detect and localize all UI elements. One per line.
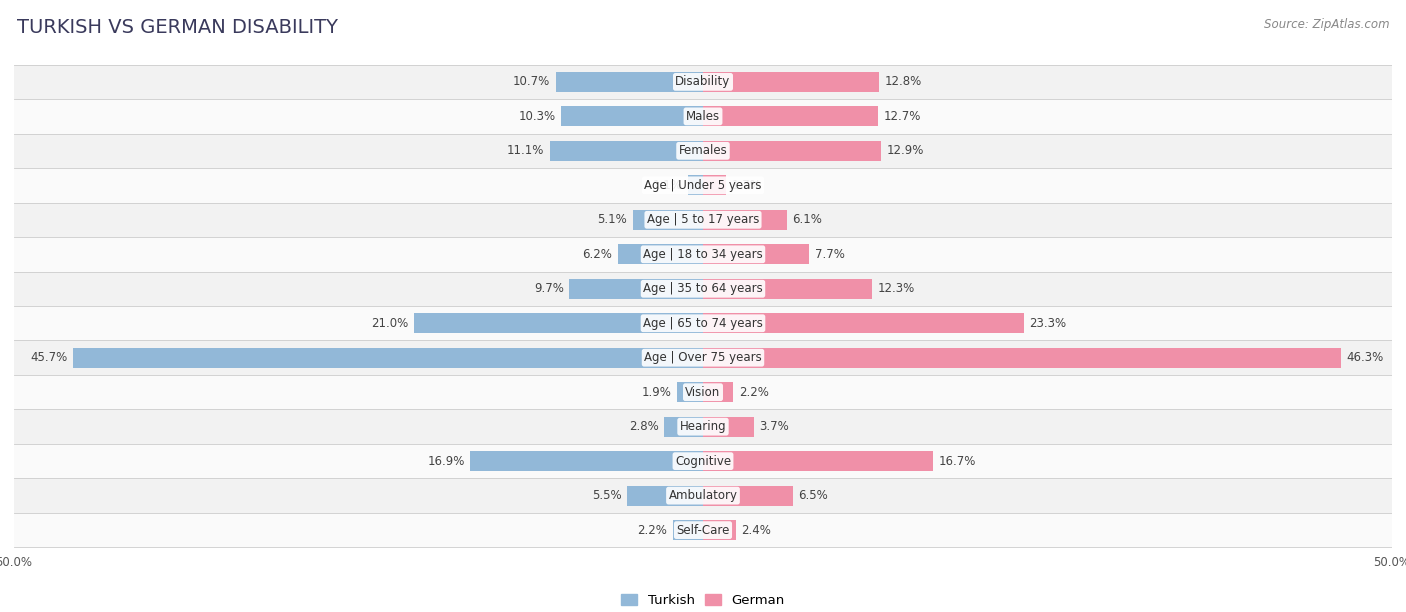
Text: 2.8%: 2.8%	[628, 420, 659, 433]
Text: Age | 65 to 74 years: Age | 65 to 74 years	[643, 317, 763, 330]
Text: Vision: Vision	[685, 386, 721, 398]
Text: TURKISH VS GERMAN DISABILITY: TURKISH VS GERMAN DISABILITY	[17, 18, 337, 37]
Bar	[14, 99, 1392, 133]
Bar	[14, 65, 1392, 99]
Bar	[703, 348, 1341, 368]
Bar	[703, 141, 880, 161]
Text: 2.2%: 2.2%	[738, 386, 769, 398]
Text: Source: ZipAtlas.com: Source: ZipAtlas.com	[1264, 18, 1389, 31]
Bar	[703, 520, 737, 540]
Text: 12.7%: 12.7%	[883, 110, 921, 123]
Text: Age | 5 to 17 years: Age | 5 to 17 years	[647, 214, 759, 226]
Bar	[14, 340, 1392, 375]
Text: 45.7%: 45.7%	[31, 351, 67, 364]
Text: 6.1%: 6.1%	[793, 214, 823, 226]
Text: 23.3%: 23.3%	[1029, 317, 1067, 330]
Bar	[561, 106, 703, 126]
Text: 5.1%: 5.1%	[598, 214, 627, 226]
Bar	[470, 451, 703, 471]
Bar	[14, 444, 1392, 479]
Text: 11.1%: 11.1%	[508, 144, 544, 157]
Text: Disability: Disability	[675, 75, 731, 88]
Text: Males: Males	[686, 110, 720, 123]
Bar	[14, 409, 1392, 444]
Bar	[633, 210, 703, 230]
Text: 1.7%: 1.7%	[733, 179, 762, 192]
Text: 12.8%: 12.8%	[884, 75, 922, 88]
Text: 12.3%: 12.3%	[877, 282, 915, 295]
Text: Females: Females	[679, 144, 727, 157]
Bar	[617, 244, 703, 264]
Bar	[14, 513, 1392, 547]
Text: 12.9%: 12.9%	[886, 144, 924, 157]
Text: Age | Over 75 years: Age | Over 75 years	[644, 351, 762, 364]
Bar	[703, 244, 808, 264]
Bar	[14, 479, 1392, 513]
Bar	[14, 375, 1392, 409]
Bar	[688, 175, 703, 195]
Bar	[703, 417, 754, 437]
Bar	[14, 272, 1392, 306]
Bar	[14, 237, 1392, 272]
Text: 1.1%: 1.1%	[652, 179, 682, 192]
Text: 7.7%: 7.7%	[814, 248, 845, 261]
Text: Self-Care: Self-Care	[676, 524, 730, 537]
Bar	[676, 382, 703, 402]
Text: 2.2%: 2.2%	[637, 524, 668, 537]
Bar	[627, 486, 703, 506]
Text: 46.3%: 46.3%	[1347, 351, 1384, 364]
Text: 1.9%: 1.9%	[641, 386, 671, 398]
Bar	[703, 210, 787, 230]
Bar	[555, 72, 703, 92]
Text: Ambulatory: Ambulatory	[668, 489, 738, 502]
Legend: Turkish, German: Turkish, German	[616, 589, 790, 612]
Bar	[569, 278, 703, 299]
Text: Hearing: Hearing	[679, 420, 727, 433]
Text: 16.9%: 16.9%	[427, 455, 464, 468]
Bar	[703, 451, 934, 471]
Bar	[672, 520, 703, 540]
Bar	[14, 306, 1392, 340]
Bar	[14, 168, 1392, 203]
Text: 10.7%: 10.7%	[513, 75, 550, 88]
Text: 3.7%: 3.7%	[759, 420, 789, 433]
Bar	[550, 141, 703, 161]
Bar	[703, 486, 793, 506]
Text: 6.2%: 6.2%	[582, 248, 612, 261]
Text: Age | 35 to 64 years: Age | 35 to 64 years	[643, 282, 763, 295]
Bar	[413, 313, 703, 334]
Text: 10.3%: 10.3%	[519, 110, 555, 123]
Bar	[14, 133, 1392, 168]
Bar	[703, 278, 873, 299]
Bar	[703, 313, 1024, 334]
Bar	[703, 72, 879, 92]
Bar	[703, 382, 734, 402]
Text: Age | 18 to 34 years: Age | 18 to 34 years	[643, 248, 763, 261]
Text: 9.7%: 9.7%	[534, 282, 564, 295]
Bar	[73, 348, 703, 368]
Bar	[703, 175, 727, 195]
Bar	[703, 106, 877, 126]
Text: 6.5%: 6.5%	[799, 489, 828, 502]
Text: 2.4%: 2.4%	[741, 524, 772, 537]
Text: Age | Under 5 years: Age | Under 5 years	[644, 179, 762, 192]
Text: 16.7%: 16.7%	[939, 455, 976, 468]
Bar	[665, 417, 703, 437]
Text: Cognitive: Cognitive	[675, 455, 731, 468]
Text: 5.5%: 5.5%	[592, 489, 621, 502]
Text: 21.0%: 21.0%	[371, 317, 408, 330]
Bar	[14, 203, 1392, 237]
